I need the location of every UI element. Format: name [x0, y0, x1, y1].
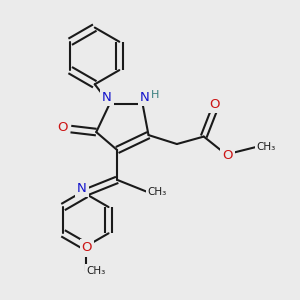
Text: CH₃: CH₃: [87, 266, 106, 276]
Text: N: N: [77, 182, 87, 195]
Text: H: H: [151, 90, 159, 100]
Text: O: O: [57, 121, 68, 134]
Text: CH₃: CH₃: [148, 187, 167, 197]
Text: O: O: [82, 242, 92, 254]
Text: N: N: [102, 91, 112, 103]
Text: O: O: [222, 149, 232, 163]
Text: CH₃: CH₃: [257, 142, 276, 152]
Text: N: N: [140, 91, 150, 103]
Text: O: O: [209, 98, 220, 111]
